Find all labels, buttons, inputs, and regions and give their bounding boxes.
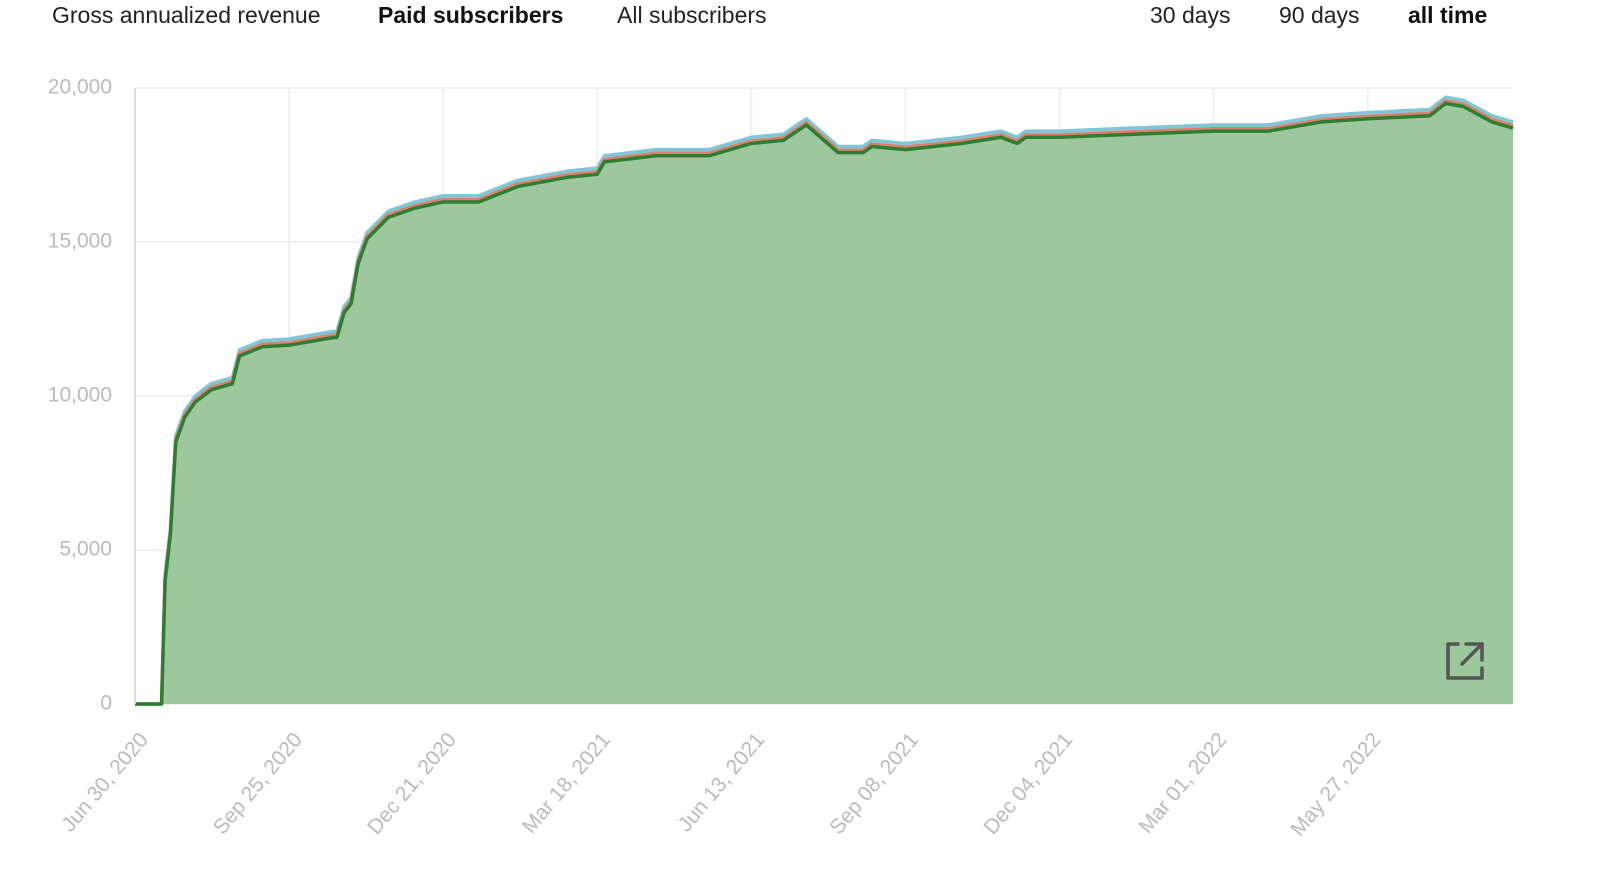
- y-tick-label: 15,000: [48, 230, 112, 253]
- x-tick-label: Jun 30, 2020: [57, 728, 153, 836]
- y-tick-label: 20,000: [48, 76, 112, 99]
- x-tick-label: Dec 04, 2021: [979, 728, 1077, 838]
- open-external-icon[interactable]: [1446, 642, 1484, 680]
- range-tab[interactable]: 30 days: [1150, 2, 1231, 28]
- y-tick-label: 10,000: [48, 384, 112, 407]
- x-tick-label: May 27, 2022: [1286, 728, 1385, 840]
- area: [135, 103, 1513, 704]
- x-tick-label: Dec 21, 2020: [363, 728, 461, 838]
- range-tab[interactable]: all time: [1408, 2, 1487, 28]
- line: [135, 101, 1514, 706]
- x-tick-label: Sep 08, 2021: [825, 728, 923, 839]
- x-tick-label: Mar 01, 2022: [1134, 728, 1231, 838]
- x-tick-label: Sep 25, 2020: [209, 728, 307, 839]
- areas: [135, 95, 1514, 706]
- x-tick-label: Mar 18, 2021: [518, 728, 615, 838]
- range-tab[interactable]: 90 days: [1279, 2, 1360, 28]
- metric-tab[interactable]: All subscribers: [617, 2, 767, 28]
- x-tick-label: Jun 13, 2021: [674, 728, 770, 836]
- y-tick-label: 0: [100, 692, 112, 715]
- metric-tab[interactable]: Paid subscribers: [378, 2, 563, 28]
- y-tick-label: 5,000: [59, 538, 112, 561]
- metric-tab[interactable]: Gross annualized revenue: [52, 2, 321, 28]
